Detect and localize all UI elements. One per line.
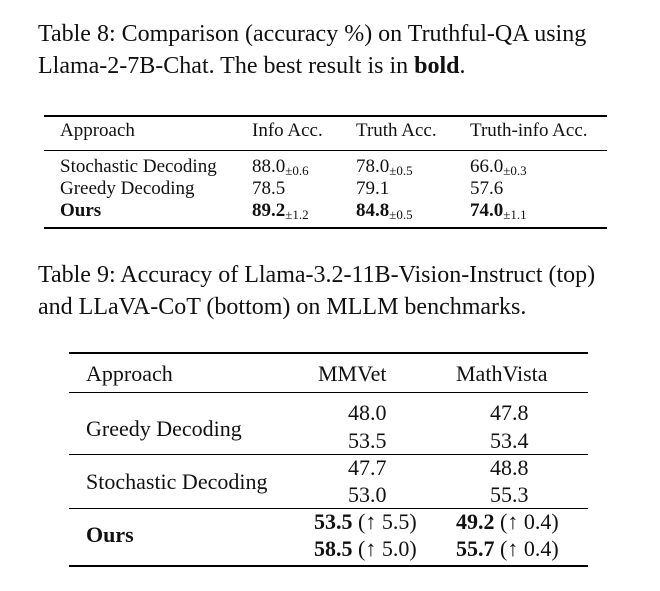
table9-mid-rule-1: [69, 454, 588, 455]
table8-row-approach: Stochastic Decoding: [60, 156, 217, 177]
table8-bottom-rule: [44, 227, 607, 229]
table8-cell: 57.6: [470, 178, 504, 199]
table9-cell: 49.2 (↑ 0.4): [456, 509, 559, 534]
table8-header-truth-info-acc: Truth-info Acc.: [470, 120, 588, 141]
table9-row-approach: Greedy Decoding: [86, 416, 242, 441]
table9-cell: 47.7: [348, 455, 387, 480]
table9-cell: 47.8: [490, 400, 529, 425]
caption-bold-word: bold: [414, 53, 460, 79]
table9-header-approach: Approach: [86, 361, 173, 386]
table9-cell: 48.0: [348, 400, 387, 425]
table8-caption: Table 8: Comparison (accuracy %) on Trut…: [38, 21, 587, 79]
table8-header-info-acc: Info Acc.: [252, 120, 323, 141]
table9-mid-rule-2: [69, 508, 588, 509]
table9-cell: 55.7 (↑ 0.4): [456, 536, 559, 561]
table8-cell: 84.8±0.5: [356, 200, 413, 222]
table9-row-approach: Ours: [86, 522, 134, 547]
table9-cell: 53.5: [348, 428, 387, 453]
table8-cell: 78.5: [252, 178, 286, 199]
table8-header-rule: [44, 150, 607, 151]
table8-cell: 79.1: [356, 178, 390, 199]
table8-header-approach: Approach: [60, 120, 135, 141]
table9-cell: 48.8: [490, 455, 529, 480]
table8-cell: 66.0±0.3: [470, 156, 527, 178]
table9-caption: Table 9: Accuracy of Llama-3.2-11B-Visio…: [38, 262, 596, 320]
table8-cell: 74.0±1.1: [470, 200, 527, 222]
table9-header-mmvet: MMVet: [318, 361, 387, 386]
table8-cell: 78.0±0.5: [356, 156, 413, 178]
table9-cell: 53.0: [348, 482, 387, 507]
table9-header-rule: [69, 392, 588, 393]
table9-cell: 58.5 (↑ 5.0): [314, 536, 417, 561]
table9-cell: 55.3: [490, 482, 529, 507]
table8-header-truth-acc: Truth Acc.: [356, 120, 437, 141]
table8-cell: 89.2±1.2: [252, 200, 309, 222]
table9-row-approach: Stochastic Decoding: [86, 469, 268, 494]
table9-bottom-rule: [69, 565, 588, 567]
table9-header-mathvista: MathVista: [456, 361, 548, 386]
table8-cell: 88.0±0.6: [252, 156, 309, 178]
table9-cell: 53.4: [490, 428, 529, 453]
table8-top-rule: [44, 115, 607, 117]
table8-row-approach: Greedy Decoding: [60, 178, 195, 199]
table9-top-rule: [69, 352, 588, 354]
table8-row-approach: Ours: [60, 200, 102, 221]
table9-cell: 53.5 (↑ 5.5): [314, 509, 417, 534]
